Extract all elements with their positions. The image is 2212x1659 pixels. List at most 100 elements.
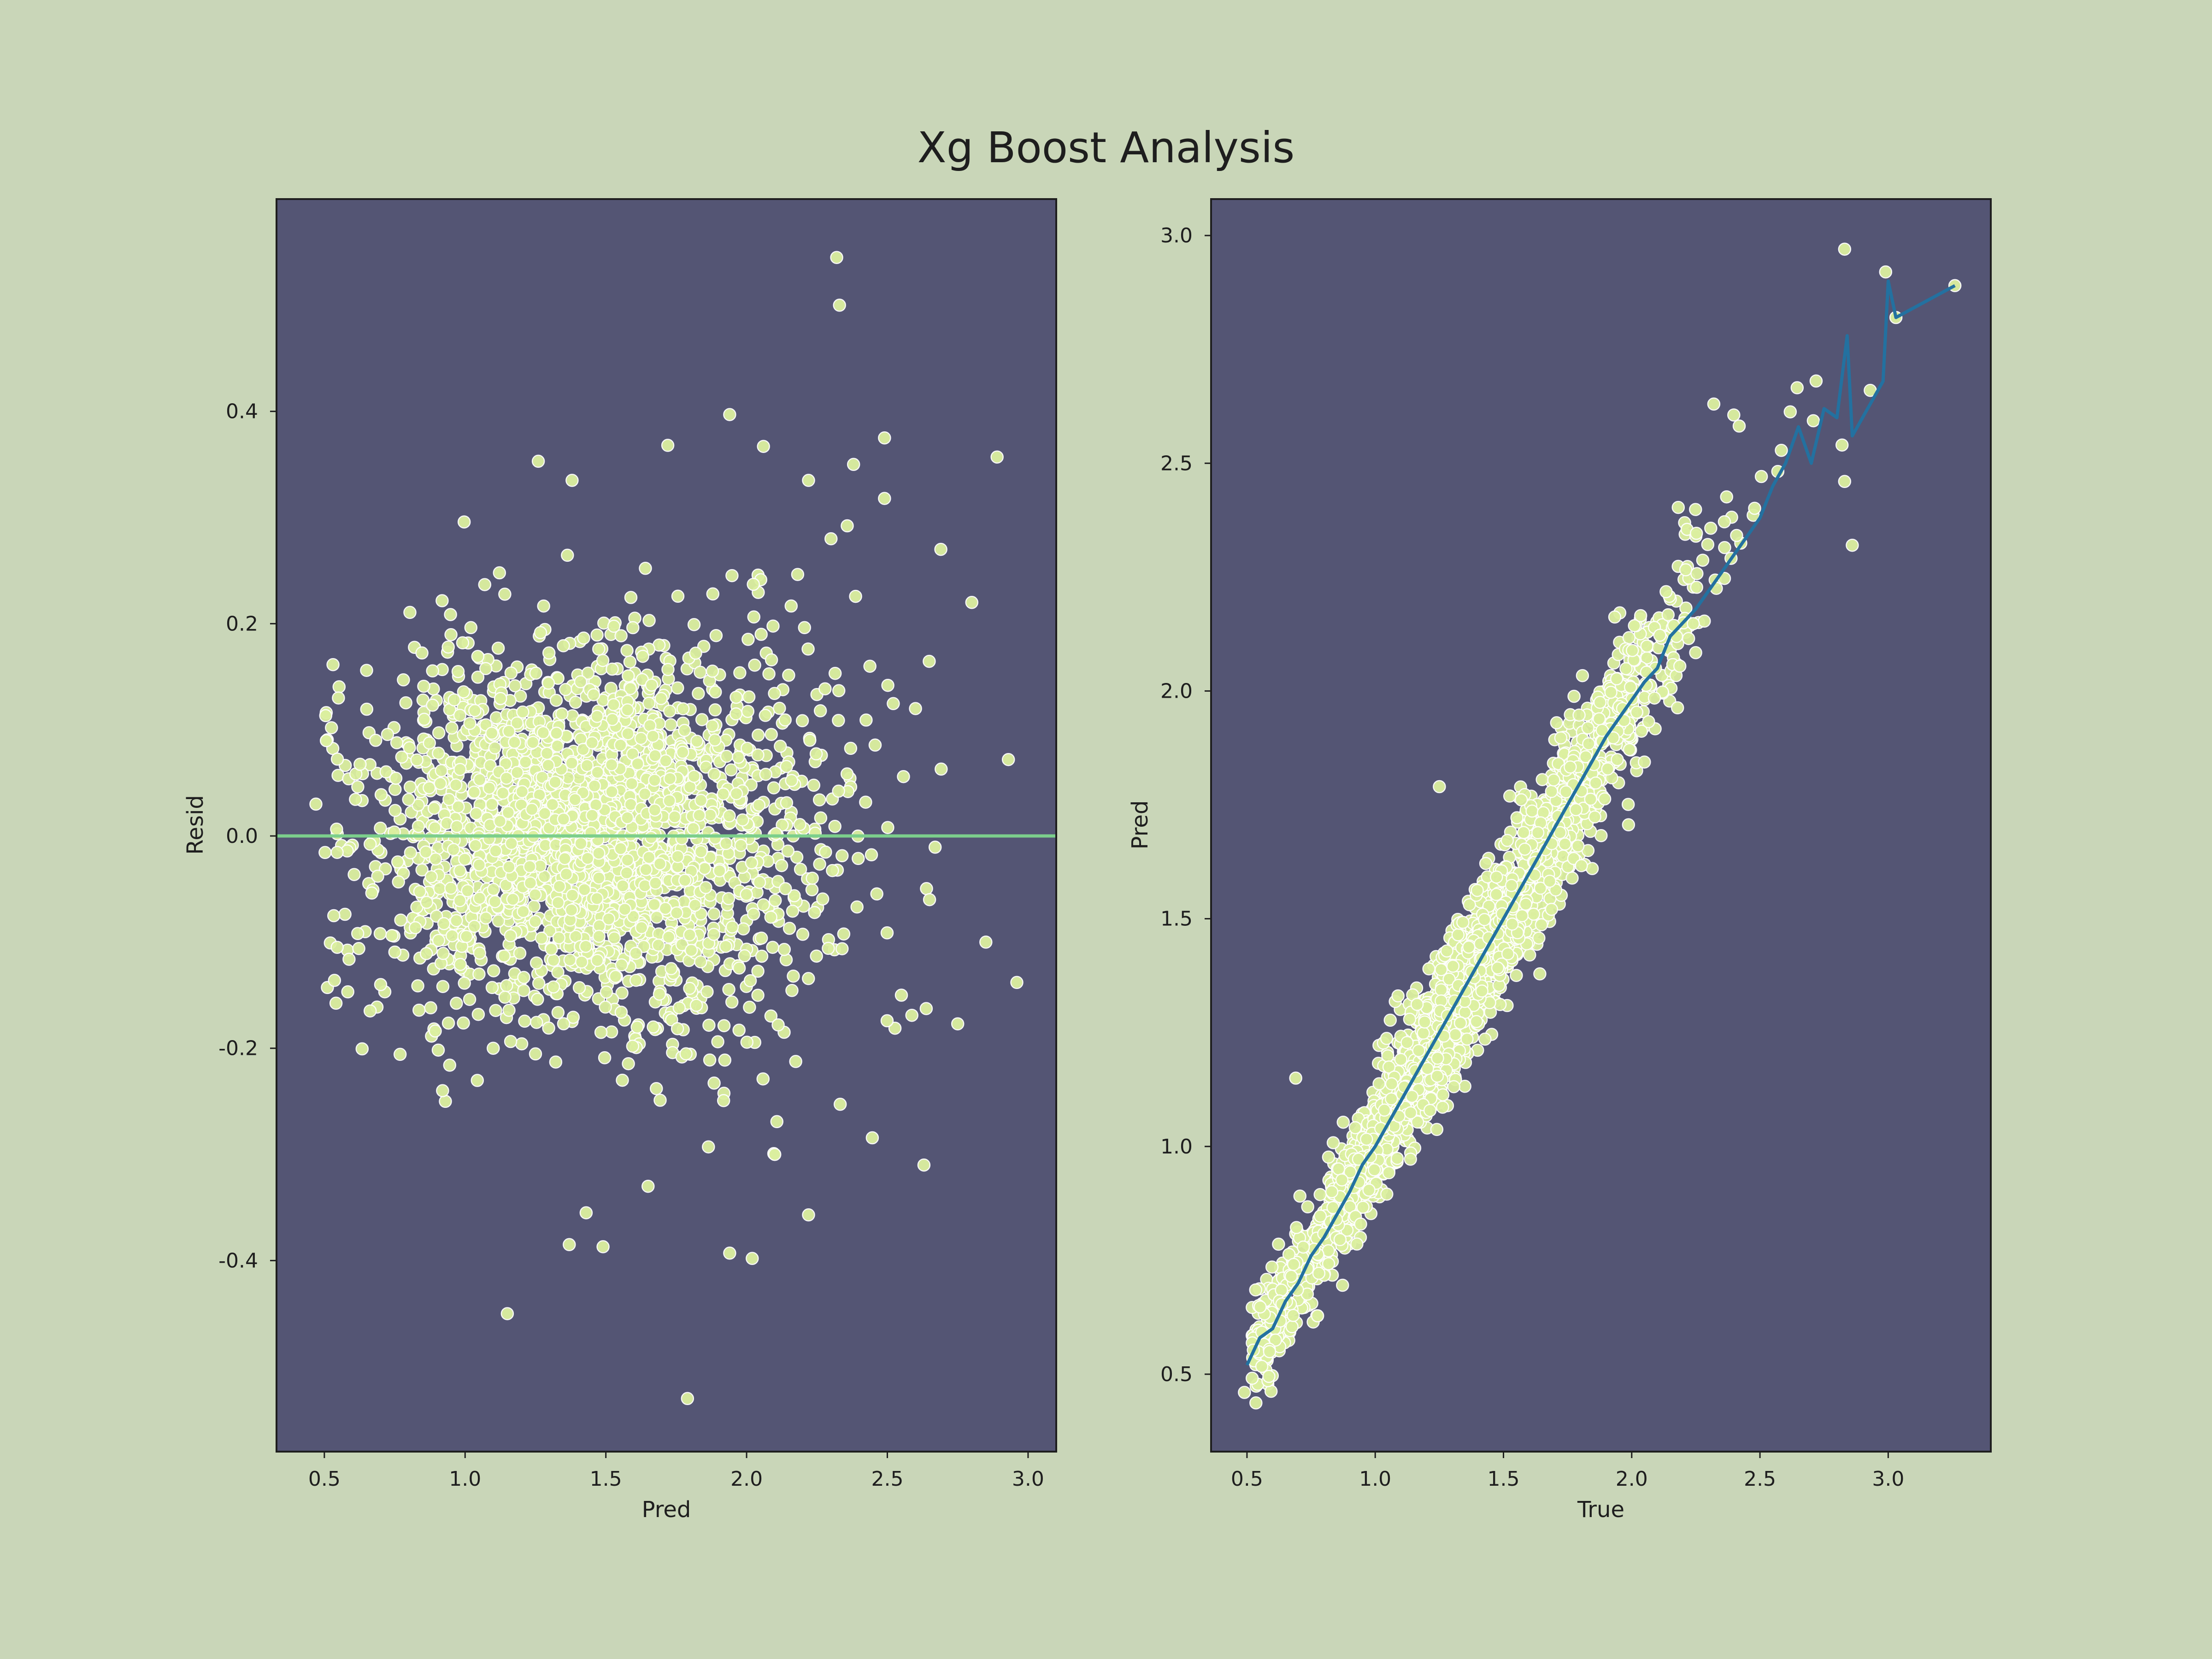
data-point — [607, 698, 620, 712]
data-point — [551, 1006, 565, 1019]
data-point — [547, 980, 560, 994]
data-point — [1671, 701, 1684, 715]
data-point — [868, 738, 882, 752]
data-point — [473, 773, 487, 787]
x-tick-label: 3.0 — [1012, 1467, 1044, 1491]
data-point — [581, 852, 594, 865]
data-point — [417, 679, 430, 693]
data-point — [458, 853, 471, 866]
data-point — [596, 653, 610, 667]
data-point — [736, 813, 749, 827]
data-point — [541, 759, 555, 772]
data-point — [816, 892, 830, 906]
data-point — [531, 993, 544, 1006]
data-point — [351, 927, 365, 941]
data-point — [649, 877, 662, 890]
data-point — [826, 864, 839, 877]
data-point — [847, 458, 860, 471]
data-point — [733, 666, 747, 680]
data-point — [928, 841, 942, 854]
data-point — [661, 663, 675, 677]
data-point — [757, 440, 770, 453]
data-point — [444, 628, 458, 641]
data-point — [923, 654, 936, 668]
data-point — [1383, 1013, 1397, 1027]
data-point — [392, 875, 405, 889]
data-point — [453, 708, 467, 722]
y-tick-label: -0.4 — [218, 1249, 258, 1272]
data-point — [1701, 538, 1715, 551]
data-point — [557, 639, 570, 653]
data-point — [708, 831, 722, 845]
data-point — [1440, 944, 1453, 958]
data-point — [526, 735, 540, 749]
data-point — [1301, 1200, 1314, 1214]
data-point — [646, 729, 660, 743]
data-point — [580, 759, 594, 772]
data-point — [787, 969, 800, 983]
data-point — [523, 860, 536, 873]
x-tick-label: 0.5 — [308, 1467, 341, 1491]
data-point — [592, 871, 606, 885]
data-point — [647, 898, 661, 912]
data-point — [1642, 715, 1655, 729]
data-point — [540, 747, 554, 760]
data-point — [806, 871, 819, 885]
data-point — [625, 777, 639, 790]
data-point — [1447, 1080, 1460, 1094]
data-point — [604, 682, 618, 695]
data-point — [530, 1016, 543, 1029]
data-point — [1608, 610, 1622, 624]
data-point — [642, 614, 656, 627]
data-point — [524, 876, 537, 890]
data-point — [702, 1018, 716, 1032]
data-point — [1550, 716, 1564, 729]
data-point — [786, 904, 800, 918]
data-point — [802, 1208, 815, 1222]
data-point — [551, 896, 565, 909]
data-point — [624, 591, 638, 604]
data-point — [463, 993, 477, 1006]
data-point — [1689, 527, 1703, 540]
data-point — [671, 850, 684, 863]
data-point — [812, 793, 826, 806]
data-point — [768, 1147, 782, 1161]
data-point — [746, 1252, 759, 1265]
data-point — [689, 647, 702, 660]
data-point — [791, 568, 805, 581]
data-point — [663, 794, 676, 808]
data-point — [801, 642, 815, 656]
data-point — [426, 664, 439, 678]
data-point — [648, 749, 662, 763]
data-point — [639, 562, 652, 575]
data-point — [468, 919, 481, 933]
data-point — [1362, 1183, 1376, 1197]
data-point — [765, 728, 778, 741]
data-point — [1010, 976, 1024, 989]
data-point — [535, 931, 548, 945]
data-point — [429, 1024, 442, 1038]
data-point — [505, 837, 518, 850]
data-point — [1311, 1309, 1324, 1323]
data-point — [592, 930, 606, 943]
data-point — [431, 1043, 445, 1057]
data-point — [590, 628, 604, 642]
data-point — [415, 863, 429, 877]
data-point — [553, 880, 566, 893]
data-point — [453, 763, 467, 776]
data-point — [859, 795, 872, 809]
x-tick-label: 2.5 — [871, 1467, 904, 1491]
data-point — [500, 1307, 514, 1320]
data-point — [670, 906, 683, 920]
data-point — [365, 886, 379, 900]
data-point — [741, 741, 754, 755]
data-point — [742, 690, 756, 704]
data-point — [450, 820, 464, 833]
data-point — [516, 705, 529, 719]
data-point — [559, 683, 572, 696]
data-point — [779, 882, 792, 895]
data-point — [557, 812, 571, 826]
data-point — [594, 1026, 608, 1039]
data-point — [559, 867, 573, 881]
data-point — [327, 909, 341, 923]
